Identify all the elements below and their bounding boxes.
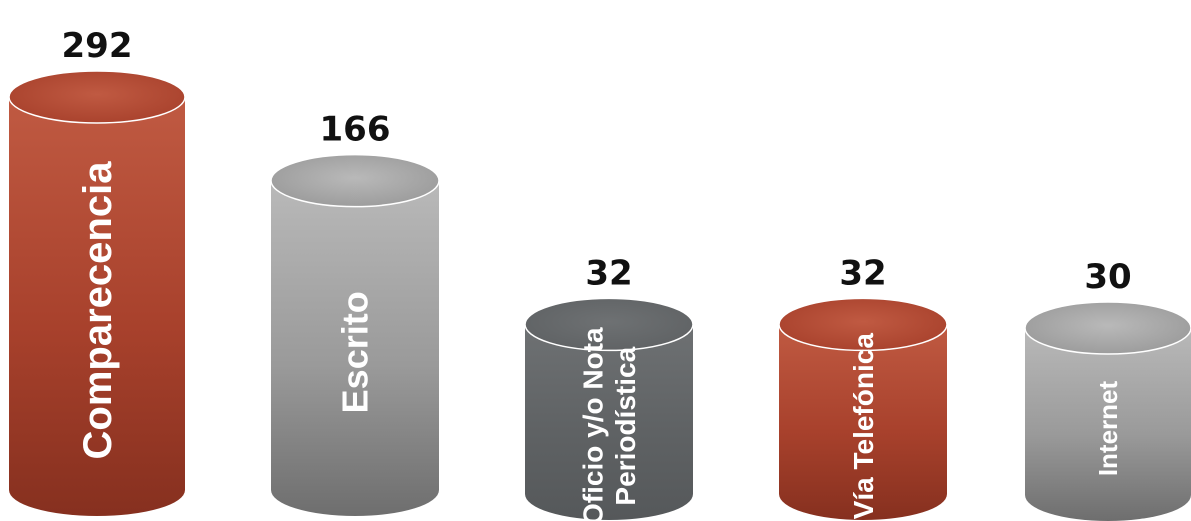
cylinder-top: [8, 70, 186, 124]
cylinder-body: [271, 180, 439, 516]
category-label-line: Oficio y/o Nota: [578, 327, 609, 521]
cylinder-bar: 30 Internet: [1024, 257, 1191, 521]
cylinder-body: [525, 324, 693, 520]
cylinder-top: [270, 153, 440, 208]
value-label: 166: [320, 110, 391, 150]
cylinder-top: [1024, 301, 1191, 355]
category-label: Comparecencia: [76, 161, 120, 460]
cylinder-bar: 292 Comparecencia: [8, 26, 186, 516]
value-label: 30: [1084, 257, 1131, 297]
category-label: Vía Telefónica: [848, 333, 879, 520]
cylinder-bar: 32 Vía Telefónica: [778, 253, 948, 520]
value-label: 32: [585, 253, 632, 293]
category-label-line: Periodística: [610, 346, 641, 505]
cylinder-bar: 166 Escrito: [270, 110, 440, 516]
cylinder-top: [778, 297, 948, 352]
category-label-line: Vía Telefónica: [848, 333, 879, 520]
value-label: 292: [62, 26, 133, 66]
cylinder-body: [779, 324, 947, 520]
category-label: Oficio y/o NotaPeriodística: [578, 327, 641, 521]
cylinder-bar: 32 Oficio y/o NotaPeriodística: [524, 253, 694, 521]
category-label: Internet: [1093, 380, 1123, 476]
value-label: 32: [839, 253, 886, 293]
category-label-line: Escrito: [335, 291, 376, 413]
category-label-line: Comparecencia: [76, 161, 120, 460]
cylinder-top: [524, 297, 694, 352]
category-label: Escrito: [335, 291, 376, 413]
bars-layer: 292 Comparecencia 166 Escrito 32 Oficio y/o N…: [8, 26, 1191, 521]
category-label-line: Internet: [1093, 380, 1123, 476]
cylinder-body: [1025, 328, 1191, 521]
cylinder-body: [9, 97, 185, 516]
